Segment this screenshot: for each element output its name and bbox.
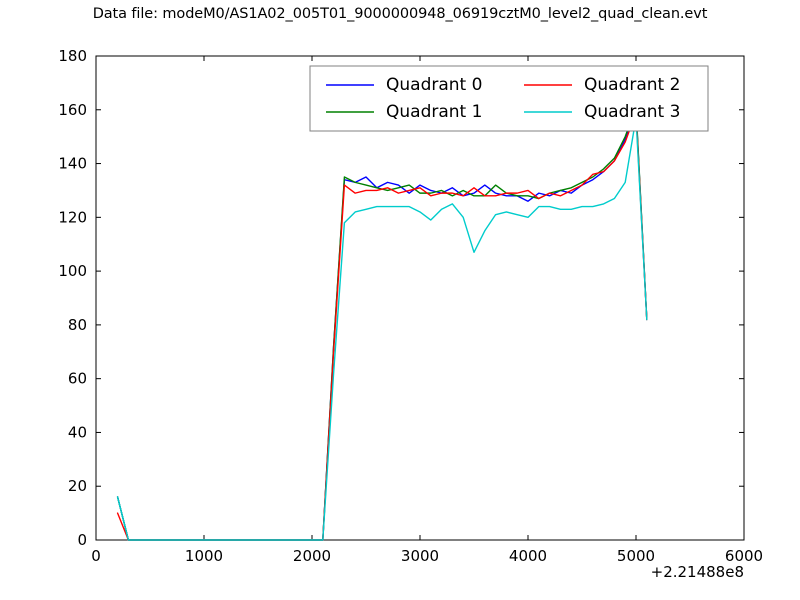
series-lines (116, 106, 648, 541)
x-tick-label: 2000 (293, 547, 331, 565)
y-tick-label: 20 (68, 477, 87, 495)
y-tick-label: 160 (58, 101, 87, 119)
legend-frame (309, 65, 709, 132)
x-tick-label: 3000 (401, 547, 439, 565)
legend-label-2: Quadrant 2 (584, 75, 680, 95)
x-tick-label: 6000 (725, 547, 763, 565)
series-line-1 (116, 106, 648, 541)
y-tick-label: 40 (68, 423, 87, 441)
y-tick-label: 140 (58, 155, 87, 173)
y-tick-label: 80 (68, 316, 87, 334)
legend-entries: Quadrant 0 Quadrant 1 Quadrant 2 Quadrant 3 (326, 75, 680, 122)
y-tick-label: 60 (68, 370, 87, 388)
x-axis-ticks: 0 1000 2000 3000 4000 5000 6000 (91, 56, 763, 565)
x-tick-label: 1000 (185, 547, 223, 565)
x-axis-offset-label: +2.21488e8 (651, 563, 744, 581)
legend-label-0: Quadrant 0 (386, 75, 482, 95)
legend-label-1: Quadrant 1 (386, 102, 482, 122)
x-tick-label: 0 (91, 547, 101, 565)
legend-label-3: Quadrant 3 (584, 102, 680, 122)
page-title: Data file: modeM0/AS1A02_005T01_90000009… (92, 6, 708, 22)
y-tick-label: 120 (58, 208, 87, 226)
x-tick-label: 5000 (617, 547, 655, 565)
legend[interactable]: Quadrant 0 Quadrant 1 Quadrant 2 Quadrant 3 (309, 65, 709, 132)
series-line-2 (116, 111, 648, 541)
y-axis-ticks: 0 20 40 60 80 100 120 140 160 180 (58, 47, 744, 549)
series-line-0 (116, 109, 648, 541)
y-tick-label: 100 (58, 262, 87, 280)
x-tick-label: 4000 (509, 547, 547, 565)
y-tick-label: 0 (77, 531, 87, 549)
y-tick-label: 180 (58, 47, 87, 65)
series-line-3 (116, 117, 648, 541)
